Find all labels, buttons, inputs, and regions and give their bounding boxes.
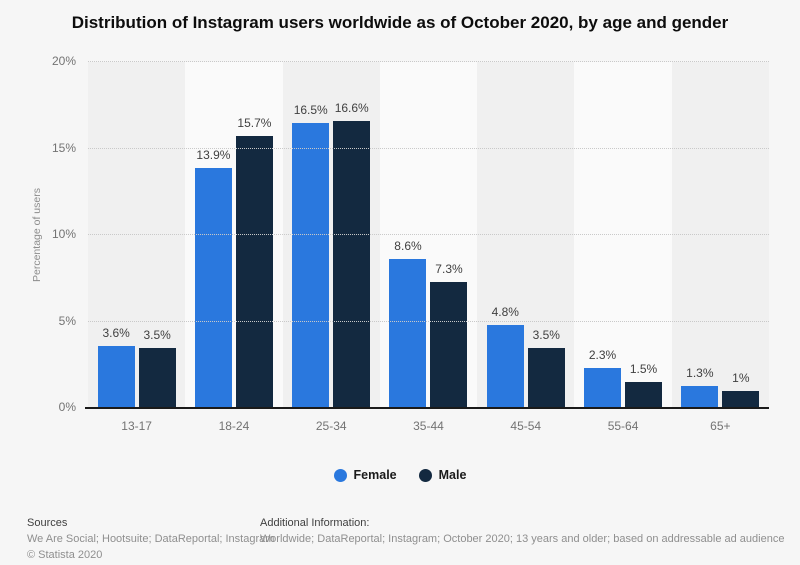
category-band-45-54: 4.8% 3.5% 45-54	[477, 62, 575, 433]
x-tick-label-13-17: 13-17	[121, 419, 152, 433]
x-tick-label-35-44: 35-44	[413, 419, 444, 433]
bar-female-55-64[interactable]: 2.3%	[584, 348, 622, 408]
legend-item-male[interactable]: Male	[418, 468, 467, 482]
bar-female-18-24[interactable]: 13.9%	[194, 148, 232, 408]
value-label-female-45-54: 4.8%	[491, 305, 519, 319]
bar-male-45-54[interactable]: 3.5%	[527, 328, 565, 408]
bar-male-13-17[interactable]: 3.5%	[138, 328, 176, 408]
y-tick-label-0: 0%	[58, 400, 76, 414]
bar-male-18-24[interactable]: 15.7%	[235, 116, 273, 408]
category-band-25-34: 16.5% 16.6% 25-34	[282, 62, 380, 433]
value-label-male-55-64: 1.5%	[629, 362, 658, 377]
bar-male-25-34[interactable]: 16.6%	[333, 101, 371, 408]
x-tick-label-65+: 65+	[710, 419, 731, 433]
y-tick-label-5: 5%	[58, 313, 76, 328]
category-band-35-44: 8.6% 7.3% 35-44	[379, 62, 478, 433]
value-label-male-18-24: 15.7%	[237, 116, 272, 131]
legend-item-female[interactable]: Female	[333, 468, 397, 482]
additional-info-text: Worldwide; DataReportal; Instagram; Octo…	[260, 533, 785, 545]
category-band-13-17: 3.6% 3.5% 13-17	[88, 62, 186, 433]
value-label-male-65+: 1%	[732, 370, 750, 385]
male-swatch-icon	[418, 468, 432, 482]
legend-label-female: Female	[353, 468, 397, 482]
legend: Female Male	[0, 468, 800, 482]
gridline-5	[88, 320, 769, 322]
bar-male-35-44[interactable]: 7.3%	[430, 262, 468, 408]
bar-female-45-54[interactable]: 4.8%	[486, 305, 524, 408]
bar-group-13-17: 3.6% 3.5%	[88, 62, 185, 408]
y-tick-label-15: 15%	[51, 140, 76, 155]
value-label-male-45-54: 3.5%	[532, 327, 560, 342]
legend-label-male: Male	[438, 468, 467, 482]
bar-female-13-17[interactable]: 3.6%	[97, 326, 135, 408]
value-label-female-65+: 1.3%	[686, 365, 714, 380]
category-bands: 3.6% 3.5% 13-17 13.9% 15.7% 18-24 16.5% 16.6% 25…	[88, 62, 769, 433]
value-label-female-35-44: 8.6%	[394, 239, 422, 254]
bar-group-65+: 1.3% 1%	[672, 62, 769, 408]
value-label-male-13-17: 3.5%	[143, 327, 171, 342]
x-tick-label-18-24: 18-24	[218, 419, 250, 433]
value-label-female-55-64: 2.3%	[588, 348, 617, 363]
x-axis-line	[85, 407, 769, 409]
x-tick-label-25-34: 25-34	[315, 419, 347, 433]
value-label-female-18-24: 13.9%	[196, 147, 231, 162]
bar-group-35-44: 8.6% 7.3%	[380, 62, 477, 408]
chart-title: Distribution of Instagram users worldwid…	[71, 13, 729, 32]
gridline-10	[88, 234, 769, 235]
value-label-male-25-34: 16.6%	[334, 100, 369, 115]
female-swatch-icon	[333, 468, 347, 482]
bar-female-35-44[interactable]: 8.6%	[389, 239, 427, 408]
y-tick-label-20: 20%	[51, 54, 76, 68]
value-label-female-13-17: 3.6%	[102, 325, 130, 340]
x-tick-label-45-54: 45-54	[510, 419, 542, 433]
bar-female-25-34[interactable]: 16.5%	[292, 103, 330, 408]
bar-group-55-64: 2.3% 1.5%	[574, 62, 671, 408]
bar-group-18-24: 13.9% 15.7%	[185, 62, 282, 408]
additional-info-label: Additional Information:	[260, 517, 370, 529]
bar-group-45-54: 4.8% 3.5%	[477, 62, 574, 408]
sources-text: We Are Social; Hootsuite; DataReportal; …	[27, 533, 275, 545]
y-tick-label-10: 10%	[51, 227, 76, 241]
gridline-15	[88, 147, 769, 149]
value-label-male-35-44: 7.3%	[435, 261, 463, 276]
category-band-55-64: 2.3% 1.5% 55-64	[574, 62, 672, 433]
bar-female-65+[interactable]: 1.3%	[681, 366, 719, 408]
bar-group-25-34: 16.5% 16.6%	[283, 62, 380, 408]
bar-male-55-64[interactable]: 1.5%	[625, 362, 663, 408]
x-tick-label-55-64: 55-64	[607, 419, 639, 433]
bar-male-65+[interactable]: 1%	[722, 371, 760, 408]
category-band-65+: 1.3% 1% 65+	[671, 62, 769, 433]
category-band-18-24: 13.9% 15.7% 18-24	[185, 62, 283, 433]
value-label-female-25-34: 16.5%	[293, 102, 328, 117]
sources-label: Sources	[27, 517, 68, 529]
plot-area: 3.6% 3.5% 13-17 13.9% 15.7% 18-24 16.5% 16.6% 25…	[85, 61, 769, 433]
copyright: © Statista 2020	[27, 549, 103, 561]
gridline-20	[88, 61, 769, 62]
